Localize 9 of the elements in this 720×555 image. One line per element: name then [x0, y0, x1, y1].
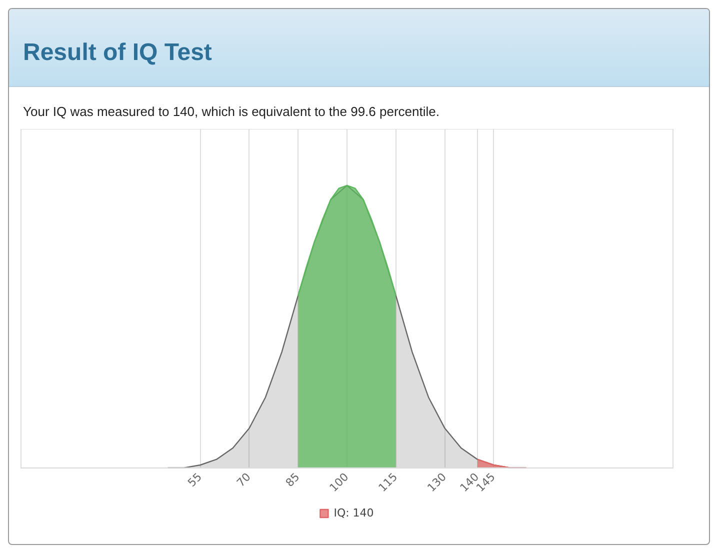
chart-title: Result of IQ Test	[23, 38, 212, 66]
x-tick-label: 115	[376, 470, 400, 494]
x-tick-label: 100	[327, 470, 352, 494]
x-tick-label: 85	[283, 470, 302, 490]
x-tick-label: 55	[185, 470, 204, 490]
chart-subtitle: Your IQ was measured to 140, which is equivalent to the 99.6 percentile.	[22, 103, 440, 119]
x-tick-label: 130	[424, 470, 449, 494]
x-tick-label: 70	[234, 470, 254, 490]
legend-label: IQ: 140	[334, 506, 374, 520]
